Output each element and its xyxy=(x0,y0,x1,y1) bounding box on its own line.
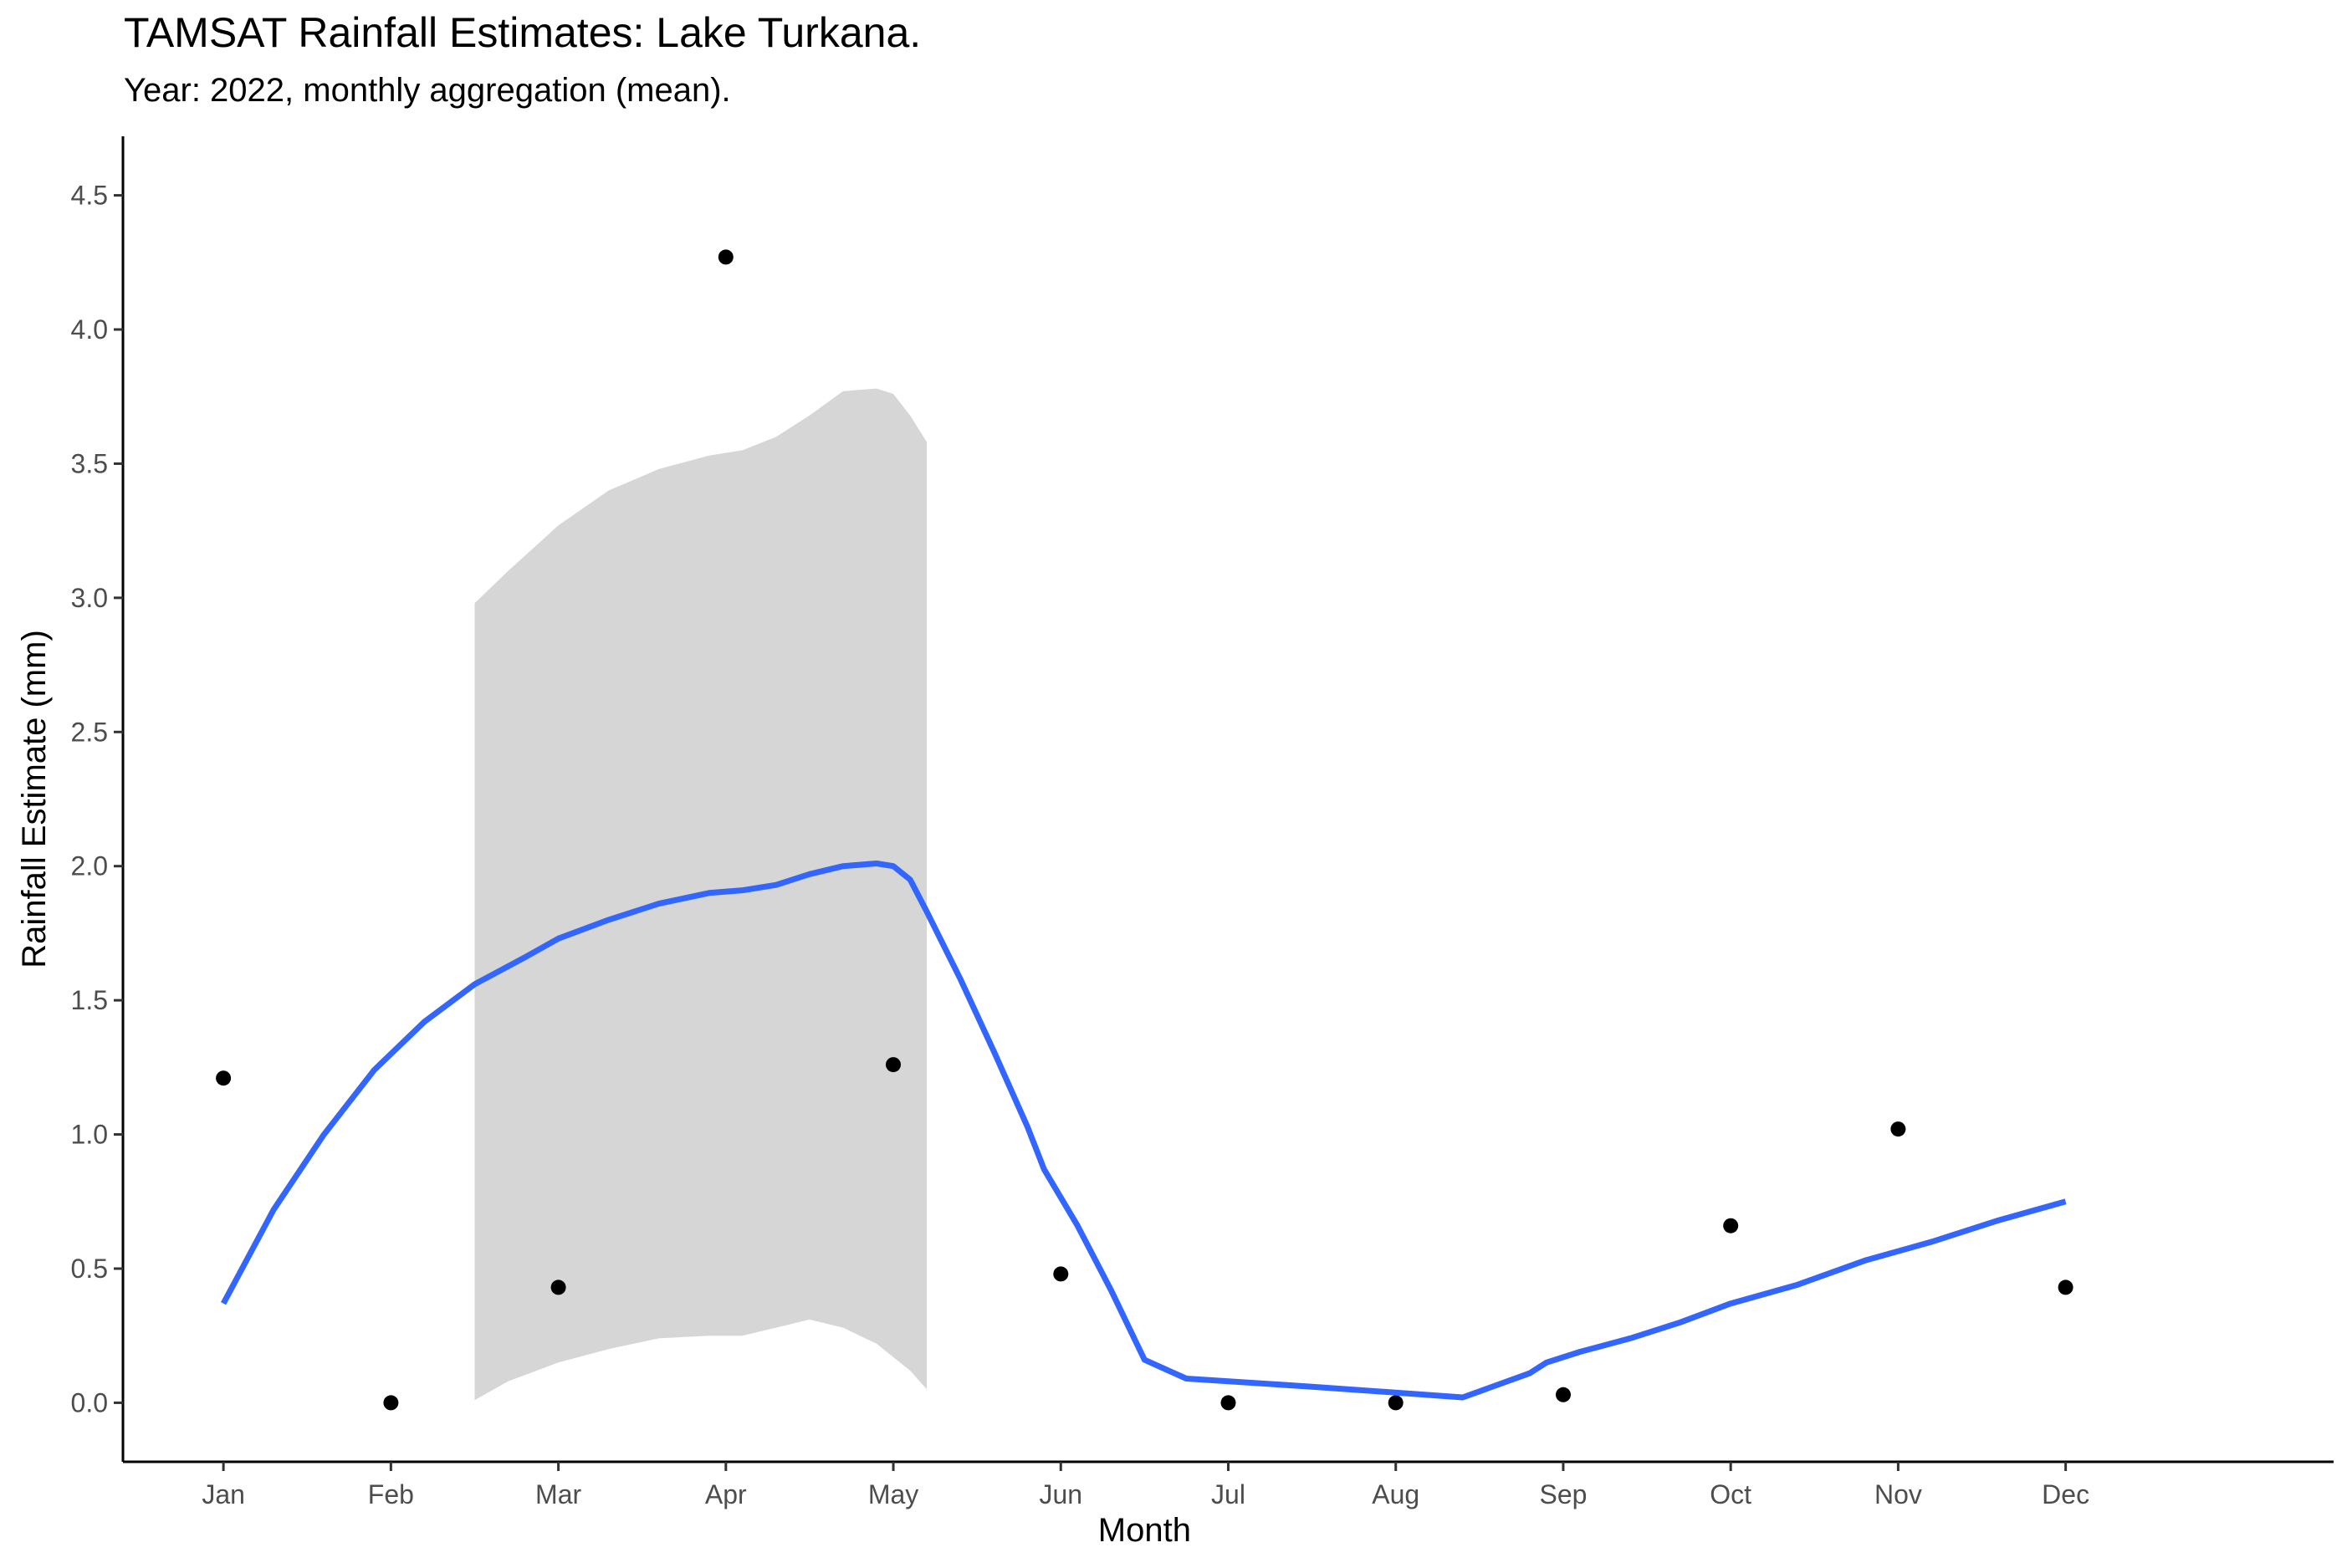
x-tick-label-mar: Mar xyxy=(535,1479,581,1509)
data-point-sep xyxy=(1556,1387,1571,1402)
x-tick-label-oct: Oct xyxy=(1710,1479,1751,1509)
x-tick-label-feb: Feb xyxy=(368,1479,414,1509)
axis-labels-layer: 0.0 0.5 1.0 1.5 2.0 2.5 3.0 3.5 4.0 4.5 Jan Feb Mar A… xyxy=(16,181,2089,1549)
axes-layer xyxy=(114,136,2334,1471)
y-tick-label: 2.5 xyxy=(71,717,108,747)
x-tick-label-jan: Jan xyxy=(202,1479,245,1509)
smooth-trend-line xyxy=(221,861,2067,1401)
data-point-mar xyxy=(550,1279,566,1295)
data-point-apr xyxy=(718,249,734,265)
y-tick-label: 1.5 xyxy=(71,985,108,1015)
x-tick-label-may: May xyxy=(868,1479,918,1509)
x-tick-label-apr: Apr xyxy=(705,1479,747,1509)
y-axis-title: Rainfall Estimate (mm) xyxy=(16,630,53,968)
y-tick-label: 3.5 xyxy=(71,448,108,478)
data-point-aug xyxy=(1388,1395,1404,1411)
data-point-may xyxy=(886,1057,901,1073)
y-tick-label: 3.0 xyxy=(71,583,108,613)
x-tick-label-jun: Jun xyxy=(1039,1479,1082,1509)
data-point-jan xyxy=(216,1070,232,1086)
y-tick-label: 4.5 xyxy=(71,181,108,211)
data-point-dec xyxy=(2058,1279,2073,1295)
data-point-nov xyxy=(1890,1121,1906,1137)
data-point-jul xyxy=(1220,1395,1236,1411)
data-points-layer xyxy=(216,249,2073,1411)
y-tick-label: 4.0 xyxy=(71,314,108,345)
y-tick-label: 2.0 xyxy=(71,851,108,881)
smooth-line-layer xyxy=(221,861,2067,1401)
x-tick-label-sep: Sep xyxy=(1539,1479,1587,1509)
chart-subtitle: Year: 2022, monthly aggregation (mean). xyxy=(124,72,731,109)
x-tick-label-jul: Jul xyxy=(1211,1479,1245,1509)
x-tick-label-dec: Dec xyxy=(2042,1479,2089,1509)
data-point-feb xyxy=(383,1395,399,1411)
chart-title: TAMSAT Rainfall Estimates: Lake Turkana. xyxy=(124,9,922,56)
data-point-oct xyxy=(1723,1218,1739,1233)
data-point-jun xyxy=(1053,1266,1069,1282)
y-tick-label: 0.0 xyxy=(71,1387,108,1417)
x-axis-title: Month xyxy=(1098,1512,1191,1549)
y-tick-label: 0.5 xyxy=(71,1254,108,1284)
x-tick-label-aug: Aug xyxy=(1372,1479,1419,1509)
x-tick-label-nov: Nov xyxy=(1874,1479,1922,1509)
y-tick-label: 1.0 xyxy=(71,1120,108,1150)
